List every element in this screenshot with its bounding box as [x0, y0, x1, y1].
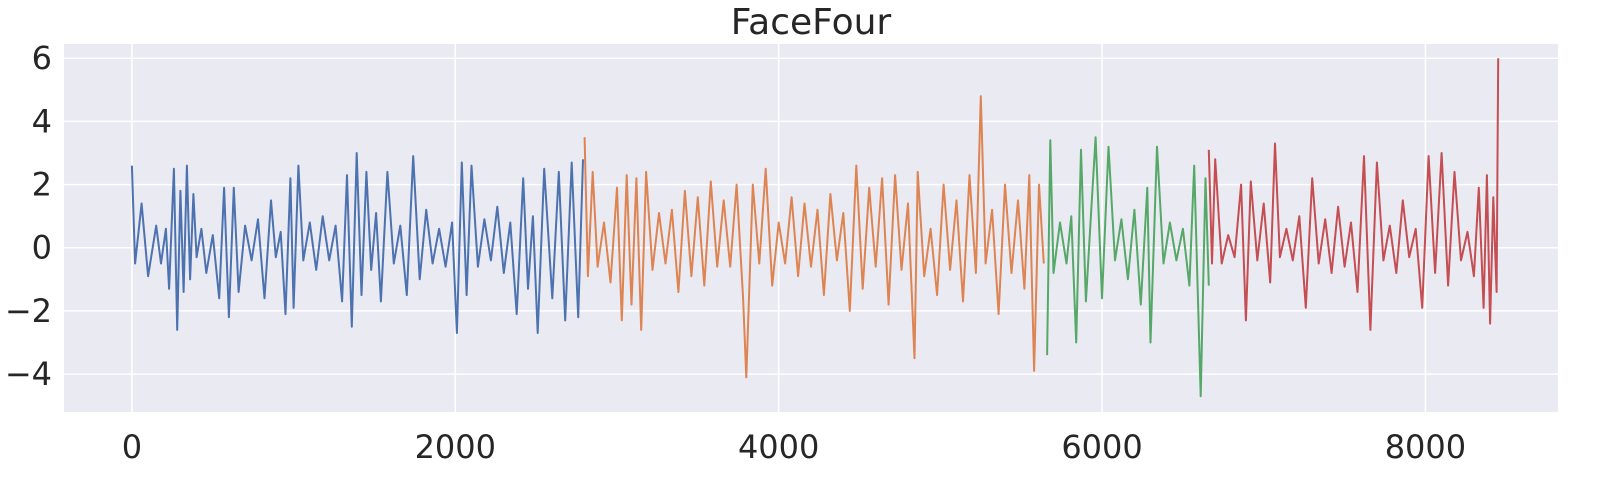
series-group [130, 58, 1500, 398]
y-tick-label: 0 [32, 229, 52, 267]
x-tick-label: 2000 [415, 428, 496, 466]
series-line-1 [130, 152, 584, 334]
y-tick-label: −4 [5, 355, 52, 393]
series-line-3 [1046, 136, 1210, 398]
x-tick-labels: 0 2000 4000 6000 8000 [122, 428, 1466, 466]
series-line-4 [1207, 58, 1500, 331]
x-tick-label: 4000 [738, 428, 819, 466]
y-tick-labels: −4 −2 0 2 4 6 [5, 39, 52, 393]
series-line-2 [583, 95, 1045, 379]
x-tick-label: 8000 [1385, 428, 1466, 466]
y-tick-label: 2 [32, 166, 52, 204]
chart-title: FaceFour [731, 2, 892, 43]
y-tick-label: 4 [32, 102, 52, 140]
y-tick-label: −2 [5, 292, 52, 330]
y-tick-label: 6 [32, 39, 52, 77]
x-tick-label: 6000 [1061, 428, 1142, 466]
x-tick-label: 0 [122, 428, 142, 466]
